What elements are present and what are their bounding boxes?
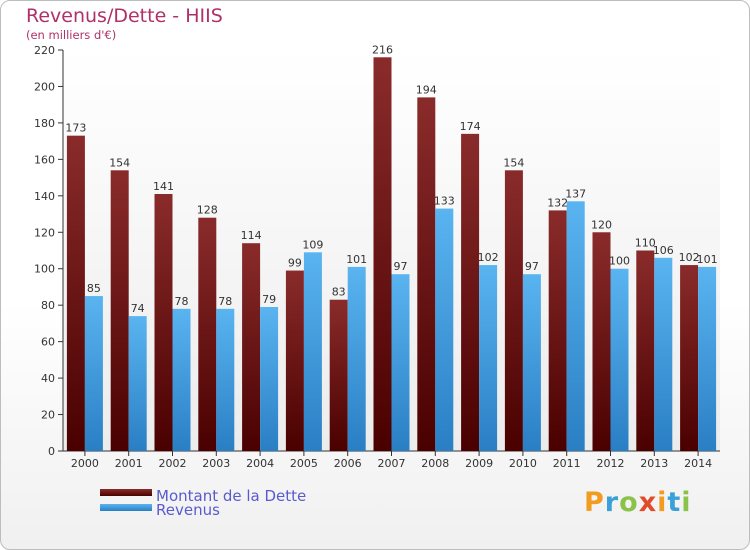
bar-dette — [417, 97, 436, 452]
bar-revenus-label: 78 — [175, 295, 189, 308]
bar-revenus — [347, 266, 366, 451]
x-tick-label: 2006 — [334, 457, 362, 470]
bar-revenus — [216, 308, 235, 451]
legend-label-dette: Montant de la Dette — [156, 487, 307, 505]
bar-dette-label: 216 — [372, 43, 393, 56]
bar-dette — [242, 243, 261, 451]
bar-revenus — [391, 274, 410, 451]
bar-revenus — [128, 316, 147, 451]
x-tick-label: 2007 — [378, 457, 406, 470]
bar-dette-label: 174 — [460, 120, 481, 133]
x-tick-label: 2013 — [640, 457, 668, 470]
bar-revenus — [654, 257, 673, 451]
y-tick-label: 120 — [34, 226, 55, 239]
bars-group — [66, 57, 717, 452]
bar-dette — [592, 232, 611, 451]
y-tick-label: 140 — [34, 190, 55, 203]
proxiti-logo: Proxiti — [584, 487, 692, 518]
bar-revenus-label: 97 — [394, 260, 408, 273]
bar-dette-label: 128 — [197, 204, 218, 217]
bar-dette — [285, 270, 304, 451]
bar-dette — [329, 299, 348, 451]
bar-dette — [66, 135, 85, 451]
bar-revenus — [172, 308, 191, 451]
chart-subtitle: (en milliers d'€) — [26, 28, 117, 42]
legend-swatch-dette — [100, 489, 152, 496]
bar-revenus-label: 101 — [697, 253, 718, 266]
bar-revenus-label: 137 — [565, 187, 586, 200]
bar-dette-label: 99 — [288, 257, 302, 270]
bar-revenus — [260, 307, 279, 451]
bar-revenus — [84, 296, 103, 451]
bar-dette-label: 110 — [635, 237, 656, 250]
bar-revenus — [303, 252, 322, 451]
bar-dette-label: 120 — [591, 218, 612, 231]
y-tick-label: 200 — [34, 80, 55, 93]
bar-revenus-label: 102 — [478, 251, 499, 264]
x-tick-label: 2010 — [509, 457, 537, 470]
bar-revenus — [610, 268, 629, 451]
bar-dette-label: 154 — [109, 156, 130, 169]
bar-dette — [110, 170, 129, 452]
y-tick-label: 20 — [41, 409, 55, 422]
x-tick-label: 2005 — [290, 457, 318, 470]
bar-revenus — [698, 266, 717, 451]
bar-revenus — [522, 274, 541, 451]
bar-dette — [154, 193, 173, 451]
y-tick-label: 80 — [41, 299, 55, 312]
y-tick-label: 0 — [48, 445, 55, 458]
bar-dette — [198, 217, 217, 451]
y-tick-label: 100 — [34, 263, 55, 276]
x-tick-label: 2008 — [421, 457, 449, 470]
bar-dette — [504, 170, 523, 452]
legend-swatch-revenus — [100, 504, 152, 511]
bar-dette-label: 194 — [416, 83, 437, 96]
x-tick-label: 2000 — [71, 457, 99, 470]
bar-dette — [680, 265, 699, 451]
bar-revenus — [479, 265, 498, 451]
y-tick-label: 180 — [34, 117, 55, 130]
chart-title: Revenus/Dette - HIIS — [26, 5, 223, 27]
bar-revenus-label: 79 — [262, 293, 276, 306]
bar-dette-label: 173 — [65, 122, 86, 135]
x-tick-label: 2009 — [465, 457, 493, 470]
y-tick-label: 160 — [34, 153, 55, 166]
bar-revenus-label: 133 — [434, 195, 455, 208]
bar-revenus-label: 97 — [525, 260, 539, 273]
bar-dette-label: 102 — [679, 251, 700, 264]
bar-revenus-label: 106 — [653, 244, 674, 257]
bar-dette-label: 132 — [547, 196, 568, 209]
bar-revenus-label: 101 — [346, 253, 367, 266]
bar-dette-label: 141 — [153, 180, 174, 193]
x-tick-label: 2011 — [553, 457, 581, 470]
legend-label-revenus: Revenus — [156, 501, 220, 519]
bar-revenus-label: 109 — [302, 238, 323, 251]
bar-dette — [461, 133, 480, 451]
x-tick-label: 2003 — [202, 457, 230, 470]
y-tick-label: 60 — [41, 336, 55, 349]
x-tick-label: 2004 — [246, 457, 274, 470]
x-tick-label: 2012 — [597, 457, 625, 470]
bar-dette-label: 154 — [503, 156, 524, 169]
bar-revenus-label: 78 — [218, 295, 232, 308]
bar-revenus — [566, 201, 585, 451]
bar-dette — [548, 210, 567, 451]
bar-revenus-label: 74 — [131, 302, 145, 315]
bar-revenus-label: 85 — [87, 282, 101, 295]
y-tick-label: 40 — [41, 372, 55, 385]
x-tick-label: 2014 — [684, 457, 712, 470]
bar-revenus — [435, 208, 454, 451]
bar-dette-label: 114 — [241, 229, 262, 242]
bar-dette — [373, 57, 392, 452]
bar-dette-label: 83 — [332, 286, 346, 299]
y-tick-label: 220 — [34, 44, 55, 57]
bar-dette — [636, 250, 655, 451]
bar-revenus-label: 100 — [609, 255, 630, 268]
x-tick-label: 2002 — [159, 457, 187, 470]
x-tick-label: 2001 — [115, 457, 143, 470]
